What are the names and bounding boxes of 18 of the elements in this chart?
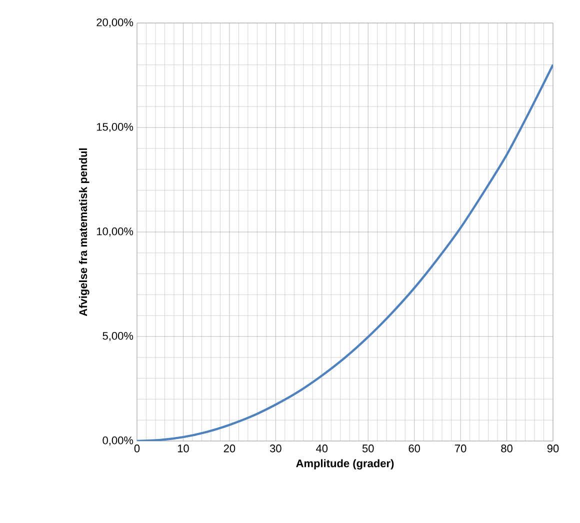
y-tick-label: 10,00% <box>96 227 134 237</box>
x-axis-title: Amplitude (grader) <box>296 459 394 470</box>
x-tick-label: 60 <box>408 444 420 452</box>
y-tick-label: 5,00% <box>102 332 134 342</box>
y-axis-title: Afvigelse fra matematisk pendul <box>79 148 90 316</box>
x-tick-label: 40 <box>316 444 328 452</box>
x-tick-label: 20 <box>224 444 236 452</box>
x-tick-label: 90 <box>547 444 559 452</box>
x-tick-label: 10 <box>178 444 189 452</box>
y-tick-label: 0,00% <box>102 436 134 446</box>
x-tick-label: 30 <box>270 444 282 452</box>
line-series <box>137 64 554 441</box>
x-tick-label: 70 <box>455 444 466 452</box>
y-tick-label: 15,00% <box>96 122 134 132</box>
x-tick-label: 80 <box>501 444 512 452</box>
x-tick-label: 0 <box>134 444 140 452</box>
x-tick-label: 50 <box>362 444 374 452</box>
y-tick-label: 20,00% <box>96 18 134 28</box>
